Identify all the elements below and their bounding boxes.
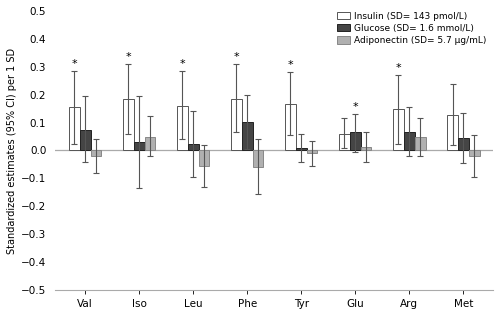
Bar <box>404 132 414 150</box>
Bar <box>242 122 252 150</box>
Bar <box>252 150 264 167</box>
Bar <box>468 150 479 156</box>
Bar <box>80 130 90 150</box>
Bar <box>231 99 242 150</box>
Text: *: * <box>396 63 402 73</box>
Bar <box>188 144 198 150</box>
Bar <box>350 132 360 150</box>
Bar <box>339 134 350 150</box>
Bar <box>306 150 318 153</box>
Text: *: * <box>72 59 77 69</box>
Bar <box>144 137 156 150</box>
Bar <box>90 150 102 156</box>
Bar <box>447 115 458 150</box>
Text: *: * <box>180 59 185 69</box>
Y-axis label: Standardized estimates (95% CI) per 1 SD: Standardized estimates (95% CI) per 1 SD <box>7 47 17 253</box>
Bar <box>296 148 306 150</box>
Text: *: * <box>288 60 293 70</box>
Legend: Insulin (SD= 143 pmol/L), Glucose (SD= 1.6 mmol/L), Adiponectin (SD= 5.7 μg/mL): Insulin (SD= 143 pmol/L), Glucose (SD= 1… <box>336 10 488 47</box>
Text: *: * <box>234 52 239 62</box>
Bar <box>69 107 80 150</box>
Text: *: * <box>352 102 358 112</box>
Bar <box>177 106 188 150</box>
Bar <box>123 100 134 150</box>
Bar <box>414 137 426 150</box>
Bar <box>360 147 372 150</box>
Bar <box>458 138 468 150</box>
Bar <box>393 109 404 150</box>
Bar <box>134 142 144 150</box>
Text: *: * <box>126 52 131 62</box>
Bar <box>198 150 209 166</box>
Bar <box>285 104 296 150</box>
